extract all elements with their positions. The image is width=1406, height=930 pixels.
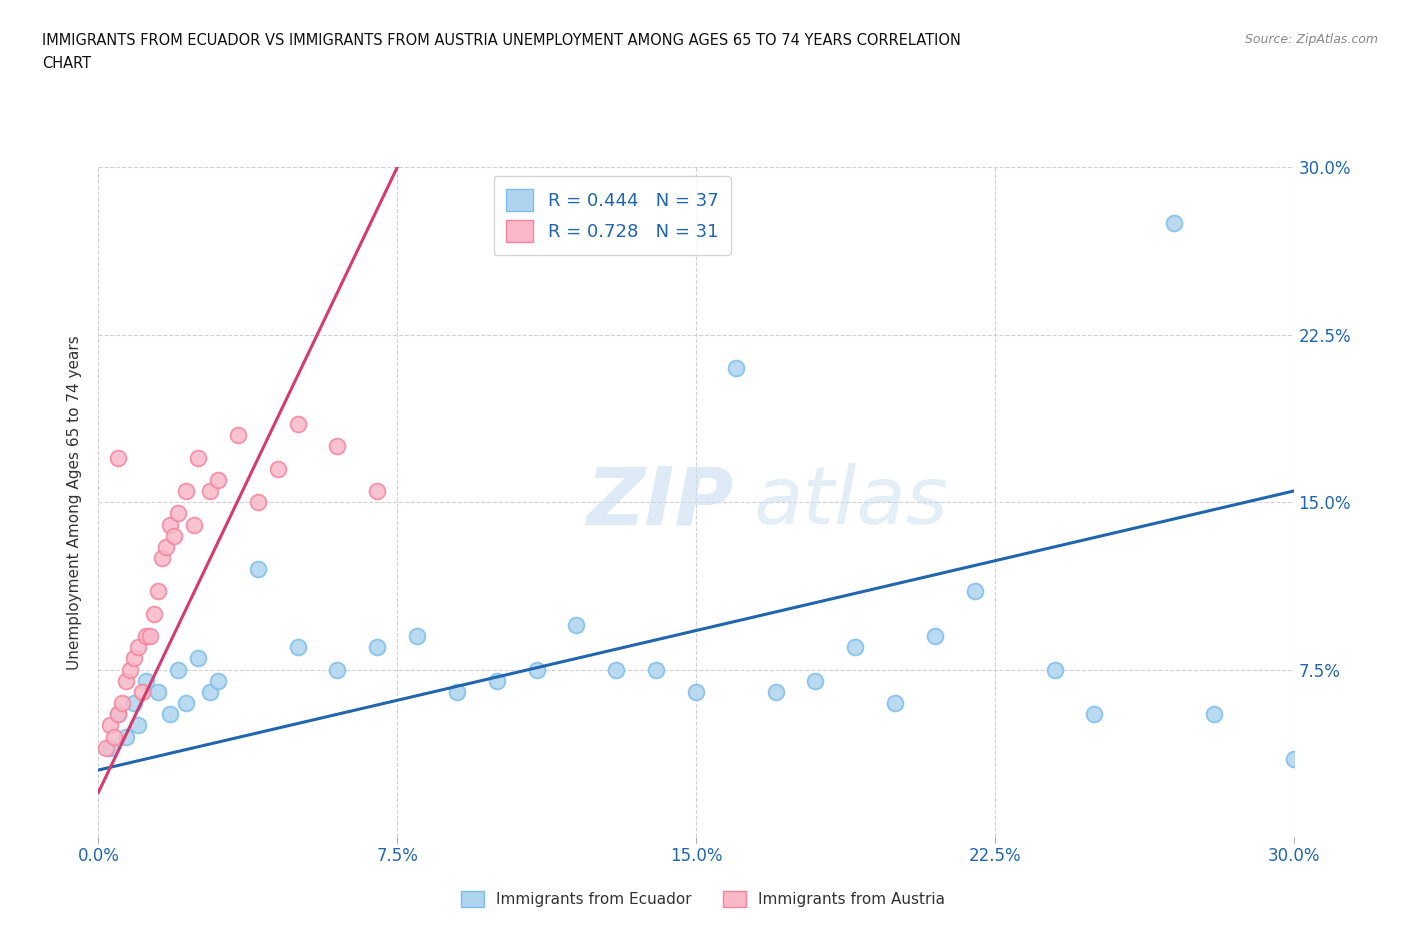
- Point: [287, 640, 309, 655]
- Point: [143, 606, 166, 621]
- Point: [167, 506, 190, 521]
- Point: [115, 673, 138, 688]
- Point: [135, 673, 157, 688]
- Point: [107, 707, 129, 722]
- Point: [148, 584, 170, 599]
- Point: [685, 684, 707, 699]
- Point: [124, 651, 146, 666]
- Point: [198, 684, 221, 699]
- Point: [406, 629, 429, 644]
- Text: IMMIGRANTS FROM ECUADOR VS IMMIGRANTS FROM AUSTRIA UNEMPLOYMENT AMONG AGES 65 TO: IMMIGRANTS FROM ECUADOR VS IMMIGRANTS FR…: [42, 33, 962, 47]
- Point: [103, 729, 125, 744]
- Text: atlas: atlas: [754, 463, 949, 541]
- Point: [127, 640, 149, 655]
- Point: [246, 495, 269, 510]
- Point: [963, 584, 986, 599]
- Point: [100, 718, 122, 733]
- Point: [1043, 662, 1066, 677]
- Point: [226, 428, 249, 443]
- Point: [326, 439, 349, 454]
- Point: [267, 461, 290, 476]
- Point: [124, 696, 146, 711]
- Point: [526, 662, 548, 677]
- Point: [287, 417, 309, 432]
- Point: [107, 707, 129, 722]
- Point: [924, 629, 946, 644]
- Point: [96, 740, 118, 755]
- Text: ZIP: ZIP: [586, 463, 734, 541]
- Point: [485, 673, 508, 688]
- Point: [150, 551, 173, 565]
- Point: [565, 618, 588, 632]
- Point: [1202, 707, 1225, 722]
- Text: CHART: CHART: [42, 56, 91, 71]
- Point: [844, 640, 866, 655]
- Point: [326, 662, 349, 677]
- Point: [159, 707, 181, 722]
- Point: [446, 684, 468, 699]
- Point: [187, 450, 209, 465]
- Point: [135, 629, 157, 644]
- Point: [163, 528, 186, 543]
- Point: [804, 673, 827, 688]
- Point: [100, 740, 122, 755]
- Point: [107, 450, 129, 465]
- Point: [765, 684, 787, 699]
- Point: [605, 662, 627, 677]
- Text: Source: ZipAtlas.com: Source: ZipAtlas.com: [1244, 33, 1378, 46]
- Point: [183, 517, 205, 532]
- Point: [155, 539, 177, 554]
- Point: [366, 484, 388, 498]
- Point: [1163, 216, 1185, 231]
- Point: [1282, 751, 1305, 766]
- Point: [120, 662, 142, 677]
- Point: [187, 651, 209, 666]
- Point: [174, 484, 197, 498]
- Point: [127, 718, 149, 733]
- Point: [366, 640, 388, 655]
- Point: [724, 361, 747, 376]
- Y-axis label: Unemployment Among Ages 65 to 74 years: Unemployment Among Ages 65 to 74 years: [67, 335, 83, 670]
- Point: [1083, 707, 1105, 722]
- Point: [131, 684, 153, 699]
- Legend: R = 0.444   N = 37, R = 0.728   N = 31: R = 0.444 N = 37, R = 0.728 N = 31: [494, 177, 731, 255]
- Point: [198, 484, 221, 498]
- Point: [207, 472, 229, 487]
- Legend: Immigrants from Ecuador, Immigrants from Austria: Immigrants from Ecuador, Immigrants from…: [456, 884, 950, 913]
- Point: [111, 696, 134, 711]
- Point: [174, 696, 197, 711]
- Point: [148, 684, 170, 699]
- Point: [884, 696, 907, 711]
- Point: [139, 629, 162, 644]
- Point: [167, 662, 190, 677]
- Point: [159, 517, 181, 532]
- Point: [246, 562, 269, 577]
- Point: [115, 729, 138, 744]
- Point: [207, 673, 229, 688]
- Point: [645, 662, 668, 677]
